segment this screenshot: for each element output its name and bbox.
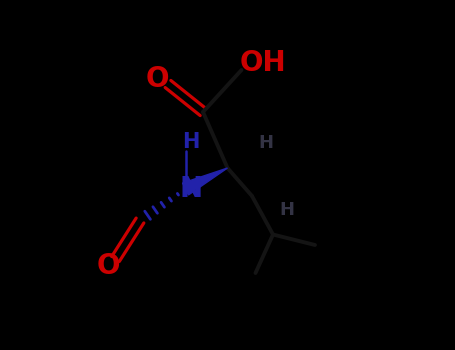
Text: H: H [182, 132, 199, 152]
Polygon shape [182, 168, 228, 195]
Text: N: N [179, 175, 202, 203]
Text: H: H [258, 134, 273, 153]
Text: O: O [146, 65, 169, 93]
Text: OH: OH [239, 49, 286, 77]
Text: O: O [97, 252, 120, 280]
Text: H: H [279, 201, 294, 219]
